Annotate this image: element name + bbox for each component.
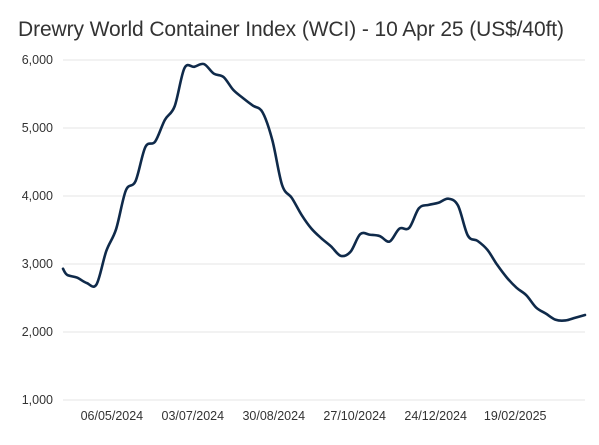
data-point: [85, 282, 88, 285]
data-point: [378, 235, 381, 238]
data-point: [427, 203, 430, 206]
data-point: [163, 118, 166, 121]
x-axis-ticks: 06/05/2024 03/07/2024 30/08/2024 27/10/2024…: [81, 409, 547, 423]
data-point: [554, 318, 557, 321]
data-point: [457, 204, 460, 207]
y-tick-label: 2,000: [22, 325, 53, 339]
data-point: [124, 189, 127, 192]
data-point: [261, 111, 264, 114]
x-tick-label: 30/08/2024: [242, 409, 305, 423]
data-point: [418, 207, 421, 210]
y-tick-label: 6,000: [22, 53, 53, 67]
data-point: [437, 201, 440, 204]
y-tick-label: 3,000: [22, 257, 53, 271]
data-point: [359, 233, 362, 236]
data-point: [281, 184, 284, 187]
x-tick-label: 19/02/2025: [484, 409, 547, 423]
y-tick-label: 5,000: [22, 121, 53, 135]
data-point: [320, 237, 323, 240]
data-point: [496, 263, 499, 266]
series-lines: [61, 62, 587, 322]
data-point: [66, 273, 69, 276]
data-point: [290, 197, 293, 200]
data-point: [173, 105, 176, 108]
data-point: [388, 240, 391, 243]
data-point: [505, 276, 508, 279]
data-point: [105, 250, 108, 253]
data-point: [193, 65, 196, 68]
data-point: [183, 67, 186, 70]
data-point: [330, 245, 333, 248]
data-point: [242, 97, 245, 100]
x-tick-label: 03/07/2024: [162, 409, 225, 423]
data-point: [584, 314, 587, 317]
data-points: [62, 63, 587, 322]
data-point: [525, 294, 528, 297]
data-point: [535, 306, 538, 309]
data-point: [408, 227, 411, 230]
data-point: [300, 214, 303, 217]
gridlines: [63, 59, 585, 401]
data-point: [271, 139, 274, 142]
data-point: [115, 228, 118, 231]
data-point: [545, 312, 548, 315]
x-tick-label: 24/12/2024: [404, 409, 467, 423]
x-tick-label: 06/05/2024: [81, 409, 144, 423]
y-axis-ticks: 1,000 2,000 3,000 4,000 5,000 6,000: [22, 53, 53, 407]
data-point: [76, 276, 79, 279]
x-tick-label: 27/10/2024: [323, 409, 386, 423]
data-point: [154, 140, 157, 143]
data-point: [232, 89, 235, 92]
data-point: [574, 316, 577, 319]
data-point: [222, 76, 225, 79]
data-point: [62, 267, 65, 270]
data-point: [369, 233, 372, 236]
data-point: [398, 227, 401, 230]
data-point: [251, 104, 254, 107]
data-point: [486, 248, 489, 251]
data-point: [466, 234, 469, 237]
data-point: [310, 227, 313, 230]
data-point: [144, 146, 147, 149]
y-tick-label: 4,000: [22, 189, 53, 203]
data-point: [447, 197, 450, 200]
data-point: [212, 72, 215, 75]
data-point: [203, 63, 206, 66]
data-point: [134, 180, 137, 183]
data-point: [95, 283, 98, 286]
data-point: [564, 319, 567, 322]
chart-title: Drewry World Container Index (WCI) - 10 …: [18, 18, 564, 41]
data-point: [515, 286, 518, 289]
data-point: [349, 250, 352, 253]
data-point: [476, 239, 479, 242]
data-point: [339, 254, 342, 257]
y-tick-label: 1,000: [22, 393, 53, 407]
wci-series-line: [61, 62, 587, 322]
